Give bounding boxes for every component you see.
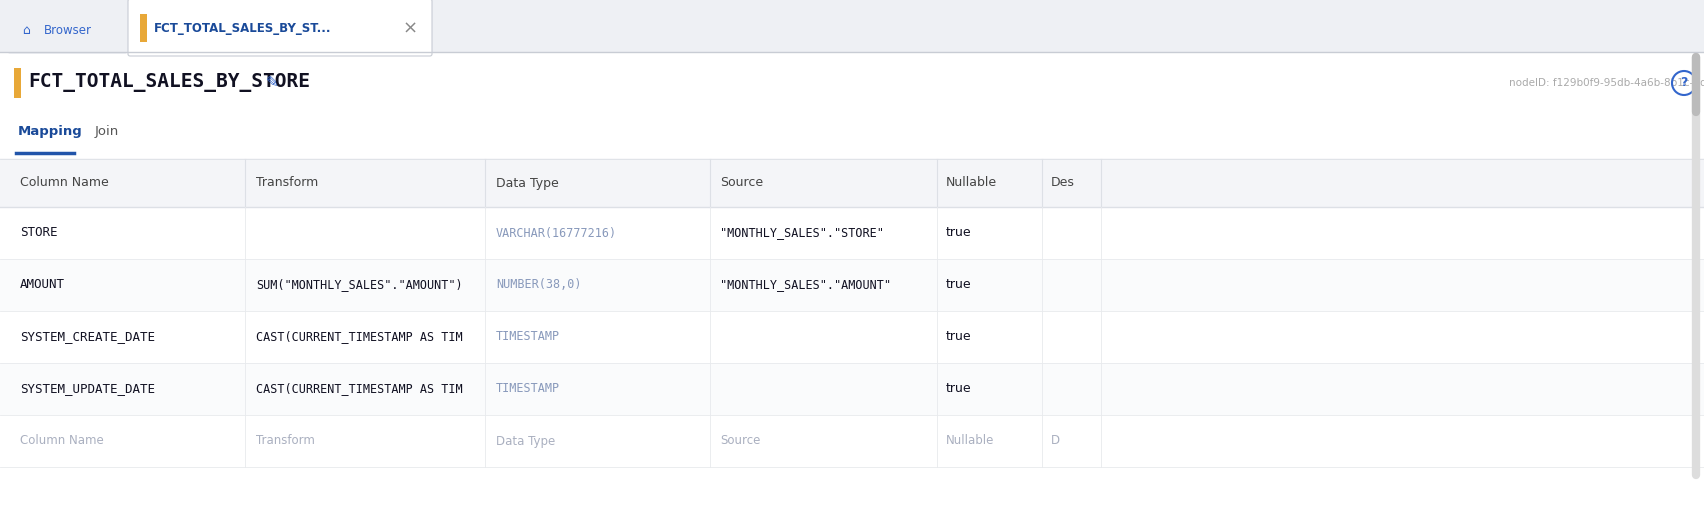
Text: Browser: Browser (44, 23, 92, 37)
Text: Mapping: Mapping (19, 126, 83, 138)
Text: true: true (946, 330, 971, 344)
Text: Data Type: Data Type (496, 435, 556, 447)
FancyBboxPatch shape (9, 6, 128, 54)
Text: VARCHAR(16777216): VARCHAR(16777216) (496, 227, 617, 239)
Bar (0, 207, 1704, 259)
Text: SYSTEM_UPDATE_DATE: SYSTEM_UPDATE_DATE (20, 383, 155, 395)
Text: Nullable: Nullable (946, 177, 997, 189)
Text: SUM("MONTHLY_SALES"."AMOUNT"): SUM("MONTHLY_SALES"."AMOUNT") (256, 278, 462, 292)
FancyBboxPatch shape (128, 0, 433, 56)
Text: CAST(CURRENT_TIMESTAMP AS TIM: CAST(CURRENT_TIMESTAMP AS TIM (256, 383, 462, 395)
Bar (0, 415, 1704, 467)
Text: FCT_TOTAL_SALES_BY_STORE: FCT_TOTAL_SALES_BY_STORE (27, 73, 310, 93)
Text: Nullable: Nullable (946, 435, 995, 447)
Text: TIMESTAMP: TIMESTAMP (496, 383, 561, 395)
Text: "MONTHLY_SALES"."STORE": "MONTHLY_SALES"."STORE" (721, 227, 884, 239)
Text: ✎: ✎ (266, 76, 279, 90)
Text: Column Name: Column Name (20, 177, 109, 189)
Text: ×: × (402, 20, 417, 37)
Text: Data Type: Data Type (496, 177, 559, 189)
Text: Des: Des (1051, 177, 1075, 189)
Text: nodeID: f129b0f9-95db-4a6b-8b1c-2d44e960ffff: nodeID: f129b0f9-95db-4a6b-8b1c-2d44e960… (1510, 78, 1704, 88)
Text: Transform: Transform (256, 435, 315, 447)
Text: Source: Source (721, 435, 760, 447)
Bar (0, 311, 1704, 363)
Bar (0, 259, 1704, 311)
Bar (0, 0, 1704, 52)
Text: ?: ? (1680, 77, 1687, 89)
Bar (0, 159, 1704, 207)
Text: Source: Source (721, 177, 763, 189)
Text: FCT_TOTAL_SALES_BY_ST...: FCT_TOTAL_SALES_BY_ST... (153, 22, 332, 35)
Text: CAST(CURRENT_TIMESTAMP AS TIM: CAST(CURRENT_TIMESTAMP AS TIM (256, 330, 462, 344)
Text: SYSTEM_CREATE_DATE: SYSTEM_CREATE_DATE (20, 330, 155, 344)
Bar (0, 363, 1704, 415)
Bar (140, 14, 147, 42)
Text: NUMBER(38,0): NUMBER(38,0) (496, 278, 581, 292)
Text: true: true (946, 278, 971, 292)
Text: ⌂: ⌂ (22, 23, 31, 37)
Text: AMOUNT: AMOUNT (20, 278, 65, 292)
Text: Column Name: Column Name (20, 435, 104, 447)
Text: TIMESTAMP: TIMESTAMP (496, 330, 561, 344)
Text: STORE: STORE (20, 227, 58, 239)
Text: true: true (946, 227, 971, 239)
Bar (14, 68, 20, 98)
Text: D: D (1051, 435, 1060, 447)
Text: true: true (946, 383, 971, 395)
Text: Transform: Transform (256, 177, 319, 189)
Text: Join: Join (95, 126, 119, 138)
Text: "MONTHLY_SALES"."AMOUNT": "MONTHLY_SALES"."AMOUNT" (721, 278, 891, 292)
